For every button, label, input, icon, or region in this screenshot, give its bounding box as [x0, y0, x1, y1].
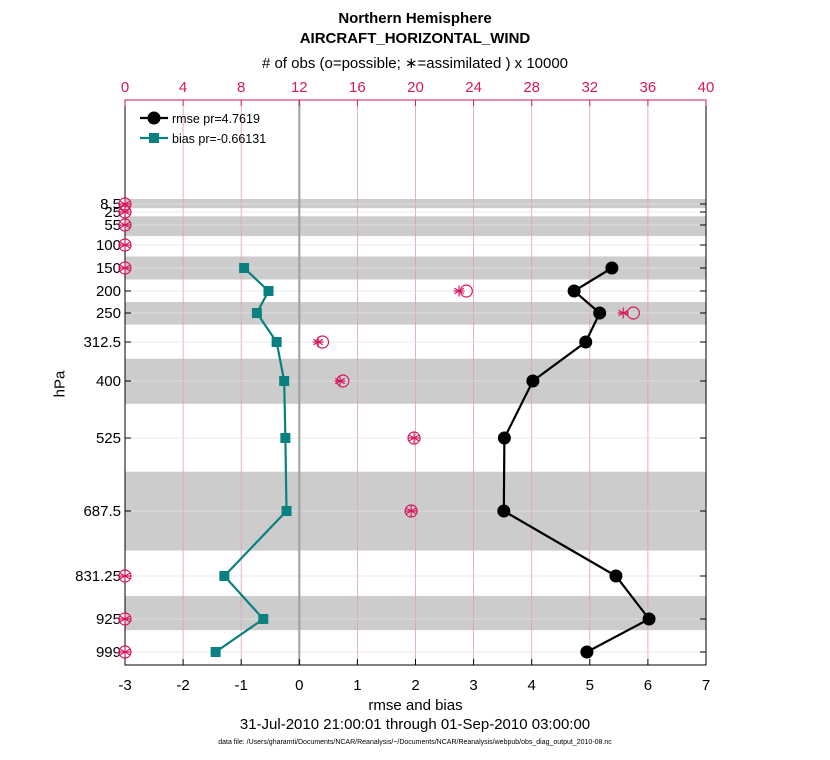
obs-possible-marker	[407, 431, 421, 445]
obs-possible-marker	[404, 504, 418, 518]
y-tick-label-1: 25	[104, 204, 121, 221]
top-tick-label-6: 24	[465, 79, 482, 96]
top-tick-label-10: 40	[698, 79, 715, 96]
y-tick-label-11: 831.25	[75, 568, 121, 585]
top-tick-label-8: 32	[581, 79, 598, 96]
y-tick-label-5: 200	[96, 283, 121, 300]
chart-title: Northern Hemisphere	[338, 10, 492, 27]
obs-possible-marker	[118, 261, 132, 275]
y-tick-label-2: 55	[104, 217, 121, 234]
x-tick-label-9: 6	[644, 677, 652, 694]
obs-assimilated-marker	[312, 336, 324, 348]
obs-assimilated-marker	[119, 239, 131, 251]
legend-marker-1	[149, 133, 159, 143]
series-1-point	[239, 263, 250, 273]
x-tick-label-2: -1	[235, 677, 248, 694]
y-axis-label: hPa	[51, 370, 69, 398]
series-0-point	[497, 504, 511, 518]
y-tick-label-7: 312.5	[83, 334, 121, 351]
x-tick-label-10: 7	[702, 677, 710, 694]
legend-label-1: bias pr=-0.66131	[172, 132, 266, 146]
obs-assimilated-marker	[119, 206, 131, 218]
series-0-point	[642, 612, 656, 626]
obs-assimilated-marker	[405, 505, 417, 517]
series-1-point	[219, 571, 230, 581]
y-tick-label-4: 150	[96, 260, 121, 277]
top-tick-label-9: 36	[640, 79, 657, 96]
series-0-point	[609, 569, 623, 583]
y-tick-label-9: 525	[96, 430, 121, 447]
top-tick-label-2: 8	[237, 79, 245, 96]
x-tick-label-7: 4	[528, 677, 536, 694]
series-0-point	[605, 261, 619, 275]
y-tick-label-0: 8.5	[100, 196, 121, 213]
series-line-1	[215, 267, 288, 653]
series-1-point	[258, 614, 269, 624]
top-tick-label-7: 28	[523, 79, 540, 96]
series-1-point	[280, 433, 291, 443]
x-tick-label-0: -3	[118, 677, 131, 694]
x-tick-label-5: 2	[411, 677, 419, 694]
series-1-point	[281, 506, 292, 516]
obs-assimilated-marker	[453, 285, 465, 297]
series-1-point	[210, 647, 221, 657]
series-0-point	[497, 431, 511, 445]
obs-assimilated-marker	[119, 219, 131, 231]
series-line-0	[502, 267, 651, 653]
obs-assimilated-marker	[334, 375, 346, 387]
x-axis-label: rmse and bias	[368, 697, 463, 714]
series-0-point	[526, 374, 540, 388]
y-tick-label-6: 250	[96, 305, 121, 322]
series-1-point	[279, 376, 290, 386]
x-tick-label-4: 1	[353, 677, 361, 694]
top-tick-label-4: 16	[349, 79, 366, 96]
series-0-point	[579, 335, 593, 349]
obs-assimilated-marker	[119, 570, 131, 582]
y-tick-label-12: 925	[96, 611, 121, 628]
series-0-point	[567, 284, 581, 298]
obs-assimilated-marker	[119, 646, 131, 658]
obs-assimilated-marker	[617, 307, 629, 319]
obs-possible-marker	[118, 612, 132, 626]
top-tick-label-5: 20	[407, 79, 424, 96]
data-file-note: data file: /Users/gharamti/Documents/NCA…	[218, 739, 612, 746]
top-tick-label-3: 12	[291, 79, 308, 96]
x-tick-label-1: -2	[176, 677, 189, 694]
obs-possible-marker	[118, 645, 132, 659]
legend-marker-0	[147, 111, 161, 125]
chart-subtitle: AIRCRAFT_HORIZONTAL_WIND	[299, 30, 531, 47]
obs-assimilated-marker	[119, 613, 131, 625]
date-range: 31-Jul-2010 21:00:01 through 01-Sep-2010…	[239, 716, 591, 733]
x-tick-label-8: 5	[586, 677, 594, 694]
y-tick-label-3: 100	[96, 237, 121, 254]
obs-assimilated-marker	[119, 262, 131, 274]
top-tick-label-0: 0	[121, 79, 129, 96]
x-tick-label-6: 3	[469, 677, 477, 694]
x-tick-label-3: 0	[295, 677, 303, 694]
series-1-point	[251, 308, 262, 318]
y-tick-label-10: 687.5	[83, 503, 121, 520]
series-0-point	[580, 645, 594, 659]
obs-assimilated-marker	[408, 432, 420, 444]
series-0-point	[593, 306, 607, 320]
y-tick-label-13: 999	[96, 644, 121, 661]
obs-possible-marker	[118, 218, 132, 232]
legend-label-0: rmse pr=4.7619	[172, 112, 260, 126]
obs-possible-marker	[118, 569, 132, 583]
obs-possible-marker	[118, 238, 132, 252]
top-tick-label-1: 4	[179, 79, 187, 96]
y-tick-label-8: 400	[96, 373, 121, 390]
series-1-point	[271, 337, 282, 347]
series-1-point	[263, 286, 274, 296]
obs-possible-marker	[118, 205, 132, 219]
top-axis-label: # of obs (o=possible; ∗=assimilated ) x …	[261, 55, 569, 72]
